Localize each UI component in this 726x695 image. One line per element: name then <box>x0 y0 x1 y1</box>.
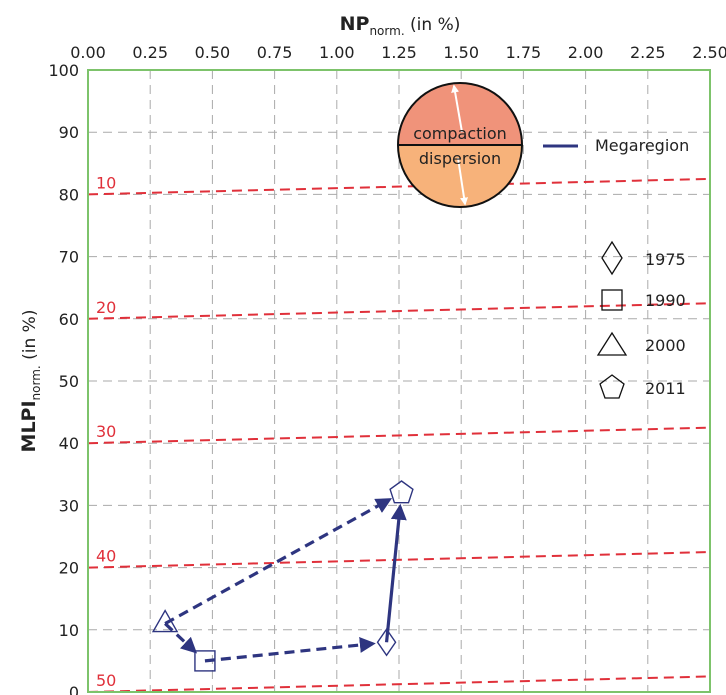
badge-bottom-text: dispersion <box>419 149 501 168</box>
point-1990 <box>194 650 216 672</box>
series-arrows <box>164 498 407 663</box>
series-arrow-2000-2011 <box>164 498 393 625</box>
legend-markers: 1975 1990 2000 2011 <box>596 240 686 399</box>
y-tick-label: 20 <box>59 559 79 578</box>
x-tick-label: 0.50 <box>195 43 231 62</box>
badge-arrow-down-icon <box>457 157 468 206</box>
x-tick-label: 1.50 <box>443 43 479 62</box>
y-tick-label: 60 <box>59 310 79 329</box>
iso-line <box>88 177 710 196</box>
iso-line <box>88 551 710 569</box>
x-tick-label: 0.25 <box>132 43 168 62</box>
legend-line-entry: Megaregion <box>543 136 689 155</box>
legend-square-icon <box>601 289 623 311</box>
series-arrow-1975-2011 <box>384 503 407 643</box>
legend-diamond-icon <box>601 240 623 276</box>
badge-top-half <box>398 83 522 145</box>
y-tick-label: 40 <box>59 434 79 453</box>
series-points <box>151 480 414 672</box>
y-tick-label: 30 <box>59 496 79 515</box>
y-tick-label: 0 <box>69 683 79 695</box>
x-tick-label: 2.50 <box>692 43 726 62</box>
iso-line-label: 40 <box>96 547 116 566</box>
legend-label-2011: 2011 <box>645 379 686 398</box>
iso-line <box>88 302 710 320</box>
y-tick-labels: 0 10 20 30 40 50 60 70 80 90 100 <box>48 61 79 695</box>
iso-line-label: 20 <box>96 298 116 317</box>
iso-line-label: 50 <box>96 671 116 690</box>
x-tick-label: 1.75 <box>506 43 542 62</box>
compaction-dispersion-badge: compaction dispersion <box>397 82 523 208</box>
legend-label-1975: 1975 <box>645 250 686 269</box>
point-2000 <box>151 609 179 633</box>
grid <box>87 69 711 693</box>
x-tick-label: 2.25 <box>630 43 666 62</box>
series-arrow-1990-1975 <box>204 637 376 663</box>
point-2011 <box>389 480 414 504</box>
iso-line <box>88 426 710 445</box>
legend-label-2000: 2000 <box>645 336 686 355</box>
y-tick-label: 70 <box>59 248 79 267</box>
badge-arrow-up-icon <box>451 84 463 133</box>
y-tick-label: 10 <box>59 621 79 640</box>
x-axis-title: NPnorm. (in %) <box>340 13 461 38</box>
iso-line-label: 10 <box>96 173 116 192</box>
legend-pentagon-icon <box>599 374 625 399</box>
legend-label-1990: 1990 <box>645 291 686 310</box>
iso-line <box>88 675 710 692</box>
x-tick-label: 0.75 <box>257 43 293 62</box>
series-arrow-2000-1990 <box>164 622 198 654</box>
y-tick-label: 80 <box>59 185 79 204</box>
iso-lines <box>88 177 710 692</box>
x-tick-labels: 0.00 0.25 0.50 0.75 1.00 1.25 1.50 1.75 2.00 2.25… <box>70 43 726 62</box>
y-tick-label: 50 <box>59 372 79 391</box>
x-tick-label: 0.00 <box>70 43 106 62</box>
x-tick-label: 2.00 <box>568 43 604 62</box>
point-1975 <box>376 628 397 657</box>
y-axis-title: MLPInorm. (in %) <box>18 310 43 453</box>
iso-labels: 10 20 30 40 50 <box>96 173 116 690</box>
legend-triangle-icon <box>596 331 628 356</box>
y-tick-label: 100 <box>48 61 79 80</box>
badge-top-text: compaction <box>413 124 507 143</box>
x-tick-label: 1.00 <box>319 43 355 62</box>
iso-line-label: 30 <box>96 422 116 441</box>
y-tick-label: 90 <box>59 123 79 142</box>
x-tick-label: 1.25 <box>381 43 417 62</box>
plot-frame <box>87 69 711 693</box>
legend-line-label: Megaregion <box>595 136 689 155</box>
